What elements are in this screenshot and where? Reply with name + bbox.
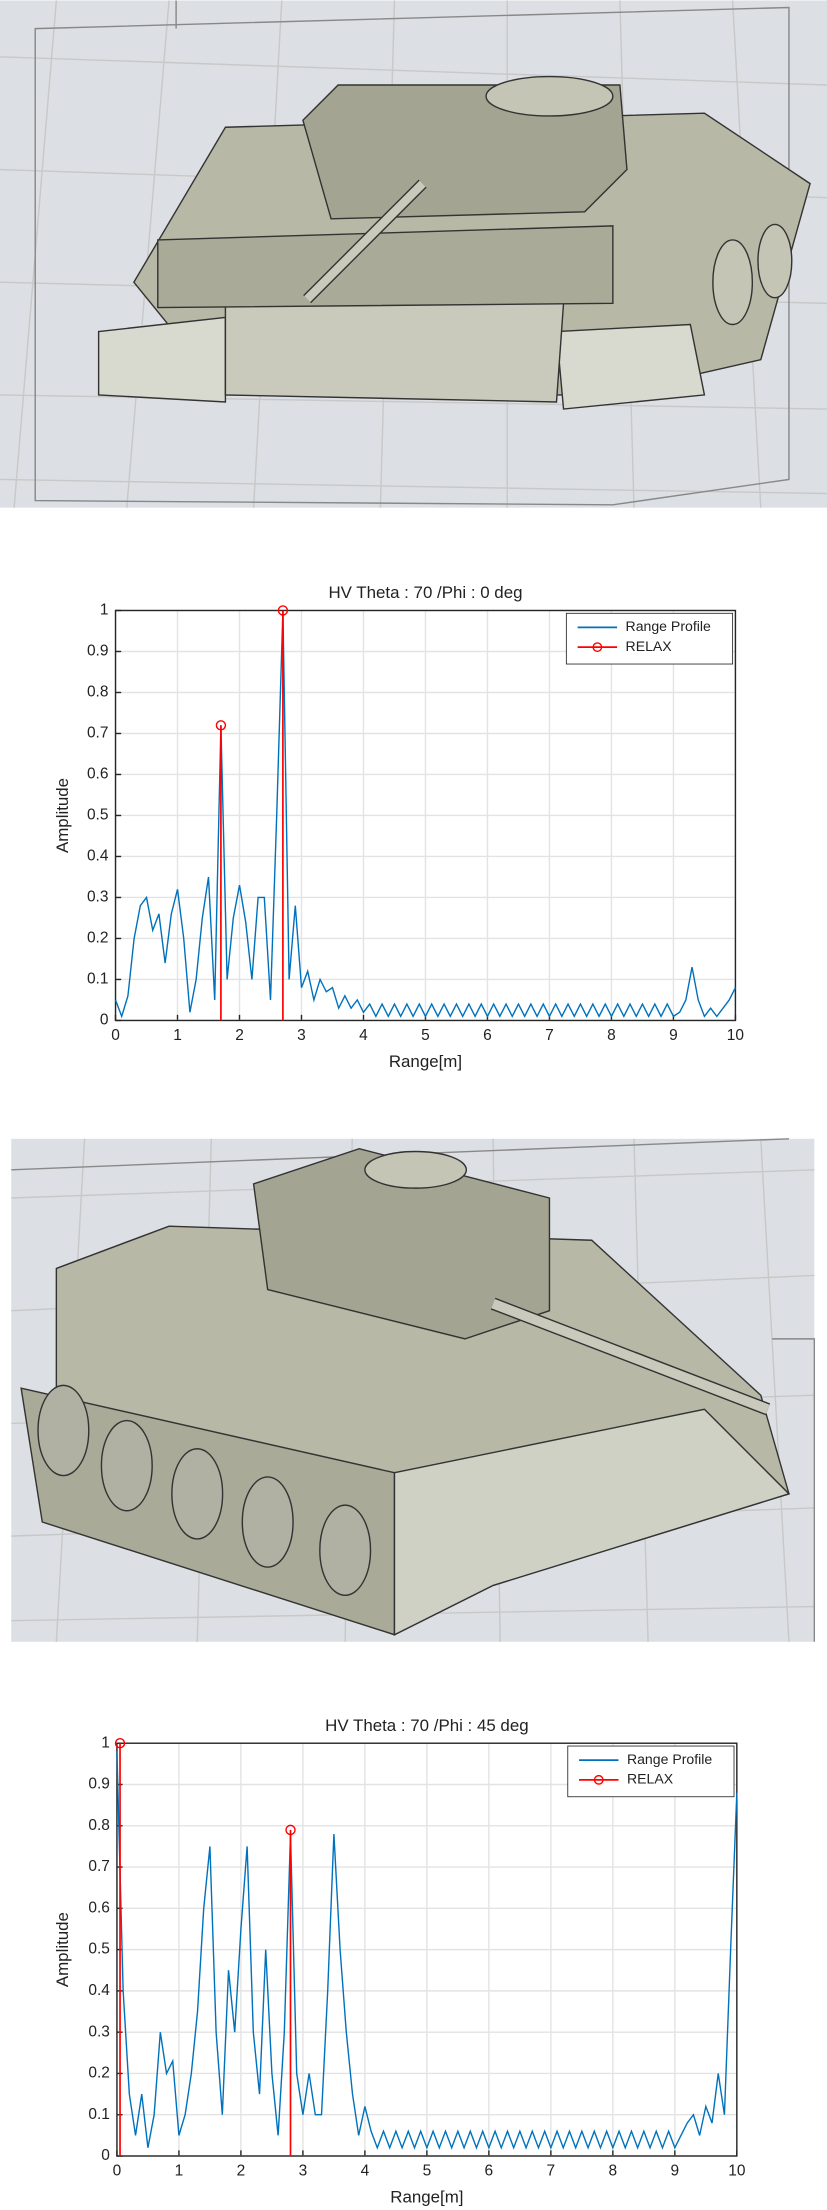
legend-marker [593,1774,604,1785]
legend-label: Range Profile [627,1751,712,1767]
relax-marker [285,1824,296,1836]
x-tick-label: 9 [671,2163,680,2180]
y-tick-label: 0.6 [87,766,109,783]
y-tick-label: 0.4 [87,848,109,865]
y-tick-label: 0.8 [87,684,109,701]
y-tick-label: 0.7 [88,1858,110,1875]
y-tick-label: 0.3 [87,889,109,906]
range-profile-line [114,610,737,1019]
tank-render-top [0,0,827,508]
x-tick-label: 8 [607,1027,616,1044]
x-tick-label: 7 [547,2163,556,2180]
x-axis-label: Range[m] [390,2188,463,2207]
y-tick-label: 1 [101,1734,110,1751]
x-tick-label: 4 [359,1027,368,1044]
relax-marker [114,1738,126,1749]
y-tick-label: 1 [100,602,109,619]
x-tick-label: 9 [669,1027,678,1044]
x-tick-label: 8 [609,2163,618,2180]
y-tick-label: 0.8 [88,1817,110,1834]
x-tick-label: 1 [173,1027,182,1044]
y-tick-label: 0.1 [88,2106,110,2123]
chart-title: HV Theta : 70 /Phi : 45 deg [325,1716,528,1735]
y-tick-label: 0.6 [88,1899,110,1916]
relax-marker [277,605,289,616]
legend-box [565,612,734,665]
relax-marker [215,720,227,731]
y-tick-label: 0.7 [87,725,109,742]
legend-marker [592,642,603,653]
legend-label: RELAX [627,1771,674,1787]
y-tick-label: 0.3 [88,2023,110,2040]
x-tick-label: 1 [175,2163,184,2180]
x-tick-label: 3 [297,1027,306,1044]
x-tick-label: 10 [727,1027,744,1044]
x-tick-label: 4 [361,2163,370,2180]
x-axis-label: Range[m] [389,1052,462,1071]
x-tick-label: 6 [483,1027,492,1044]
y-tick-label: 0.1 [87,971,109,988]
y-tick-label: 0.2 [88,2065,110,2082]
x-tick-label: 0 [111,1027,120,1044]
x-tick-label: 7 [545,1027,554,1044]
x-tick-label: 0 [113,2163,122,2180]
x-tick-label: 3 [299,2163,308,2180]
plot-frame [114,609,737,1022]
y-tick-label: 0 [101,2147,110,2164]
y-axis-label: Amplitude [53,1912,72,1987]
y-tick-label: 0.4 [88,1982,110,1999]
legend-label: Range Profile [626,618,711,634]
range-profile-line [116,1751,738,2150]
y-tick-label: 0.5 [88,1941,110,1958]
x-tick-label: 5 [423,2163,432,2180]
legend-box [567,1745,735,1798]
chart-title: HV Theta : 70 /Phi : 0 deg [328,583,522,602]
x-tick-label: 6 [485,2163,494,2180]
x-tick-label: 10 [728,2163,745,2180]
legend-label: RELAX [626,638,673,654]
y-tick-label: 0.9 [88,1776,110,1793]
x-tick-label: 2 [237,2163,246,2180]
charts: 0 1 2 3 4 5 6 7 8 9 1000.10.20.30.40.50.60.70.80.9… [53,583,746,2207]
y-tick-label: 0.9 [87,643,109,660]
y-tick-label: 0 [100,1012,109,1029]
tank-render-oblique [11,1138,816,1642]
x-tick-label: 5 [421,1027,430,1044]
x-tick-label: 2 [235,1027,244,1044]
y-tick-label: 0.5 [87,807,109,824]
y-axis-label: Amplitude [53,778,72,853]
plot-frame [116,1742,738,2157]
y-tick-label: 0.2 [87,930,109,947]
